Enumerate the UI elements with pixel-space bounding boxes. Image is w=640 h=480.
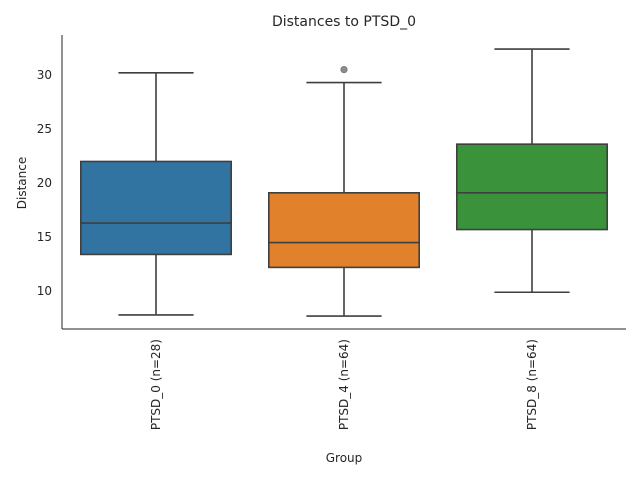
outlier-point [340, 65, 348, 74]
y-tick-label: 15 [37, 230, 52, 244]
y-tick-label: 10 [37, 284, 52, 298]
y-axis-label: Distance [15, 157, 29, 209]
x-tick-label: PTSD_8 (n=64) [525, 339, 539, 430]
box-1 [80, 160, 232, 256]
box-3 [455, 143, 608, 231]
x-tick-label: PTSD_4 (n=64) [337, 339, 351, 430]
x-tick-label: PTSD_0 (n=28) [149, 339, 163, 430]
plot-area: 10 15 20 25 30 PTSD_0 (n=28) PTSD_4 (n=64) PTSD… [37, 35, 626, 430]
x-axis-label: Group [326, 451, 363, 465]
chart-title: Distances to PTSD_0 [272, 14, 416, 30]
y-tick-label: 25 [37, 122, 52, 136]
y-tick-label: 30 [37, 68, 52, 82]
y-tick-label: 20 [37, 176, 52, 190]
box-2 [267, 192, 420, 269]
